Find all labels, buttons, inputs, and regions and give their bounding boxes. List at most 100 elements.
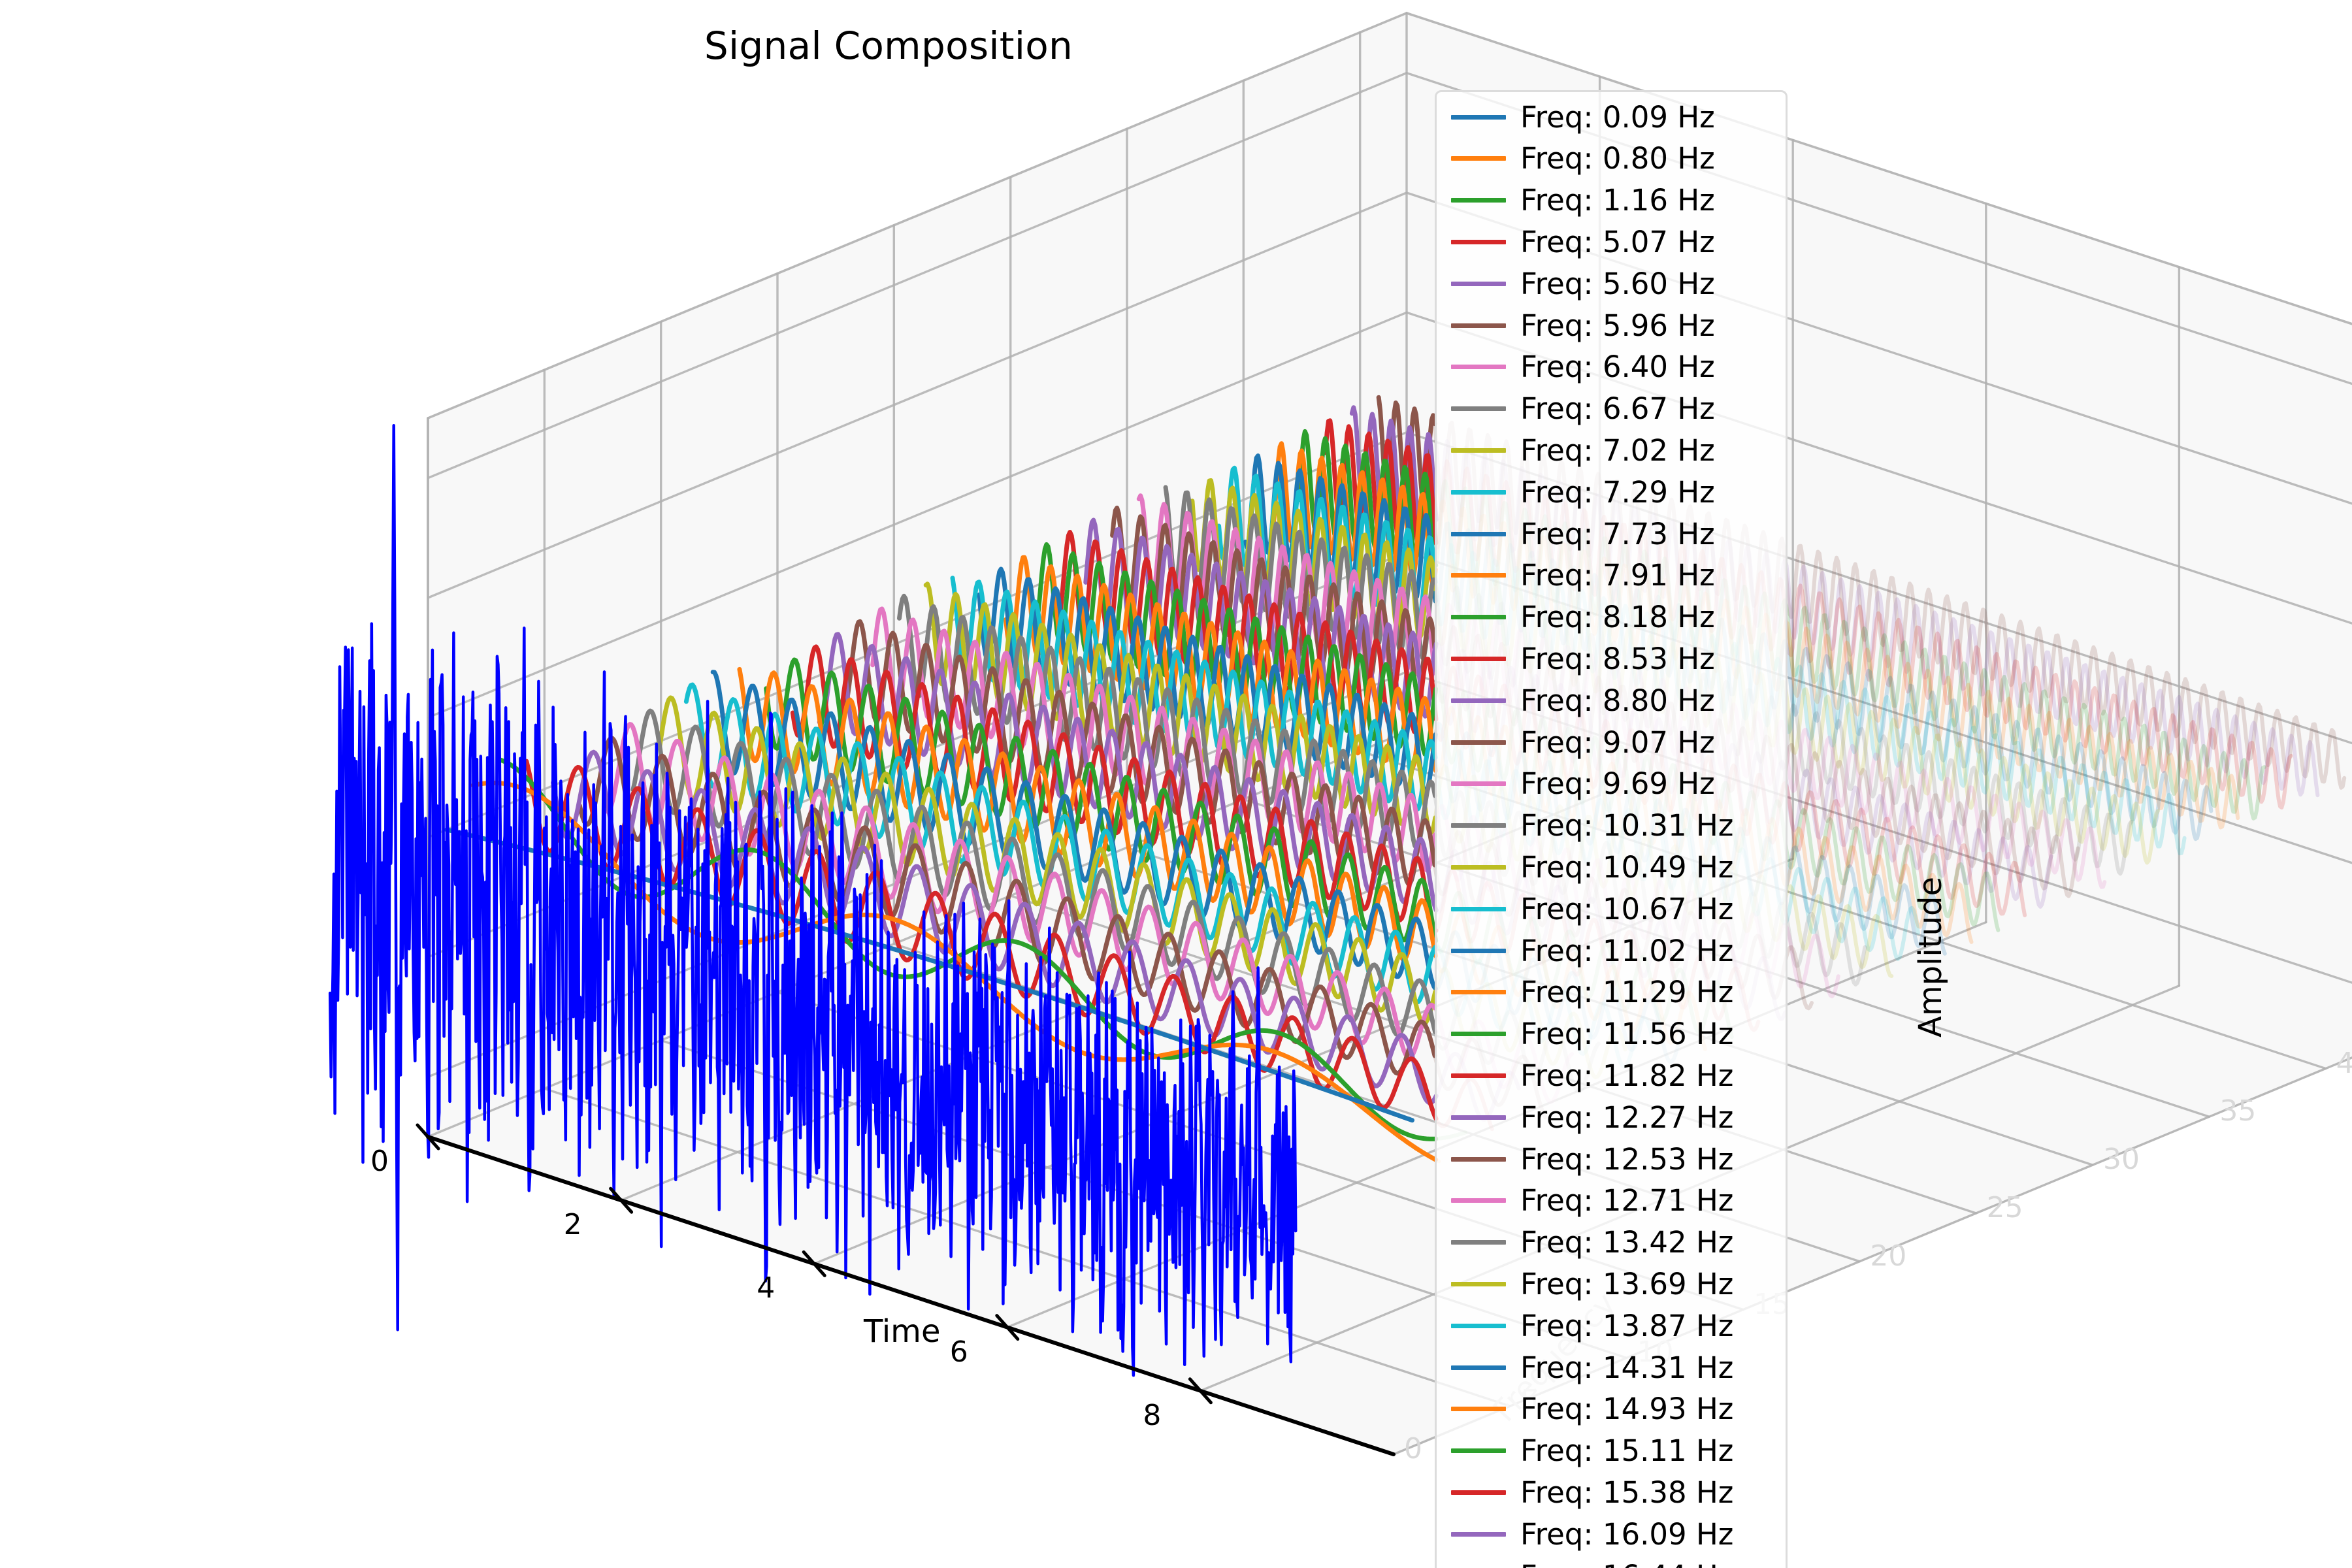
legend-item-label: Freq: 14.93 Hz xyxy=(1520,1392,1734,1427)
legend-item[interactable]: Freq: 1.16 Hz xyxy=(1437,180,1786,221)
legend-item[interactable]: Freq: 15.38 Hz xyxy=(1437,1471,1786,1513)
tick-x-front xyxy=(995,1314,1020,1341)
legend-item-label: Freq: 16.09 Hz xyxy=(1520,1516,1734,1552)
legend-color-swatch xyxy=(1451,1323,1506,1328)
legend-item[interactable]: Freq: 9.07 Hz xyxy=(1437,721,1786,763)
x-tick-label-8: 8 xyxy=(1143,1398,1162,1432)
legend-item[interactable]: Freq: 12.53 Hz xyxy=(1437,1138,1786,1180)
legend-item-label: Freq: 13.69 Hz xyxy=(1520,1266,1734,1301)
legend-item[interactable]: Freq: 11.02 Hz xyxy=(1437,930,1786,972)
legend-item-label: Freq: 10.67 Hz xyxy=(1520,891,1734,926)
legend-item-label: Freq: 5.96 Hz xyxy=(1520,308,1715,343)
legend-item-label: Freq: 7.02 Hz xyxy=(1520,433,1715,468)
legend-color-swatch xyxy=(1451,531,1506,536)
legend-item[interactable]: Freq: 11.82 Hz xyxy=(1437,1054,1786,1096)
legend-item[interactable]: Freq: 14.93 Hz xyxy=(1437,1388,1786,1430)
legend-item[interactable]: Freq: 12.27 Hz xyxy=(1437,1096,1786,1138)
legend-color-swatch xyxy=(1451,1407,1506,1412)
legend-item[interactable]: Freq: 13.69 Hz xyxy=(1437,1263,1786,1305)
legend-color-swatch xyxy=(1451,406,1506,412)
grid-wallx-z xyxy=(427,311,1408,719)
legend-item[interactable]: Freq: 6.40 Hz xyxy=(1437,346,1786,388)
legend-item[interactable]: Freq: 5.60 Hz xyxy=(1437,263,1786,304)
legend-item-label: Freq: 12.27 Hz xyxy=(1520,1100,1734,1135)
legend-color-swatch xyxy=(1451,448,1506,453)
y-tick-label-30: 30 xyxy=(2103,1143,2140,1177)
tick-x-front xyxy=(609,1186,634,1214)
legend-color-swatch xyxy=(1451,573,1506,578)
tick-x-front xyxy=(1188,1377,1213,1405)
y-tick-label-35: 35 xyxy=(2219,1094,2257,1128)
y-tick-label-0: 0 xyxy=(1404,1432,1422,1465)
legend-item-label: Freq: 10.49 Hz xyxy=(1520,849,1734,885)
sine-series-line xyxy=(1163,485,1437,661)
legend-item[interactable]: Freq: 7.73 Hz xyxy=(1437,513,1786,555)
sine-series-line xyxy=(1243,453,1438,604)
box-edge-top-back xyxy=(1405,12,2352,325)
legend-item[interactable]: Freq: 13.42 Hz xyxy=(1437,1222,1786,1264)
legend-item-label: Freq: 9.07 Hz xyxy=(1520,725,1715,760)
legend-color-swatch xyxy=(1451,114,1506,120)
legend-item[interactable]: Freq: 7.29 Hz xyxy=(1437,471,1786,513)
legend-item-label: Freq: 12.53 Hz xyxy=(1520,1141,1734,1177)
legend-item-label: Freq: 6.67 Hz xyxy=(1520,391,1715,427)
legend-item[interactable]: Freq: 8.53 Hz xyxy=(1437,638,1786,679)
tick-x-front xyxy=(802,1250,826,1277)
grid-wallx-z xyxy=(427,72,1408,480)
legend-color-swatch xyxy=(1451,1490,1506,1495)
legend-item-label: Freq: 7.73 Hz xyxy=(1520,516,1715,551)
legend-item-label: Freq: 13.42 Hz xyxy=(1520,1225,1734,1260)
sine-series-line xyxy=(683,682,1438,1005)
box-edge-top-left xyxy=(427,12,1408,419)
legend-color-swatch xyxy=(1451,1115,1506,1120)
legend-item[interactable]: Freq: 8.18 Hz xyxy=(1437,596,1786,638)
legend-item-label: Freq: 11.29 Hz xyxy=(1520,975,1734,1010)
grid-wallx-z xyxy=(427,191,1408,599)
legend-color-swatch xyxy=(1451,1198,1506,1203)
legend-item[interactable]: Freq: 6.67 Hz xyxy=(1437,388,1786,430)
y-tick-label-25: 25 xyxy=(1986,1190,2023,1224)
legend-color-swatch xyxy=(1451,781,1506,787)
legend-color-swatch xyxy=(1451,1032,1506,1037)
legend-item[interactable]: Freq: 10.49 Hz xyxy=(1437,846,1786,888)
legend-item-label: Freq: 6.40 Hz xyxy=(1520,350,1715,385)
sine-series-line xyxy=(1083,517,1439,719)
legend-item[interactable]: Freq: 9.69 Hz xyxy=(1437,763,1786,805)
legend-item-label: Freq: 13.87 Hz xyxy=(1520,1308,1734,1343)
x-tick-label-0: 0 xyxy=(370,1145,389,1178)
legend-item[interactable]: Freq: 10.31 Hz xyxy=(1437,805,1786,847)
composite-signal-line xyxy=(328,423,1298,1377)
x-tick-label-2: 2 xyxy=(563,1208,582,1242)
legend-item[interactable]: Freq: 16.09 Hz xyxy=(1437,1513,1786,1555)
sine-series-line xyxy=(843,619,1437,887)
legend-item[interactable]: Freq: 10.67 Hz xyxy=(1437,888,1786,930)
x-tick-label-4: 4 xyxy=(757,1271,776,1305)
legend-color-swatch xyxy=(1451,156,1506,161)
legend[interactable]: Freq: 0.09 Hz Freq: 0.80 Hz Freq: 1.16 Hz F… xyxy=(1435,90,1788,1568)
legend-item[interactable]: Freq: 14.31 Hz xyxy=(1437,1347,1786,1388)
page-title: Signal Composition xyxy=(704,24,1073,68)
legend-color-swatch xyxy=(1451,1365,1506,1370)
legend-item[interactable]: Freq: 5.07 Hz xyxy=(1437,221,1786,263)
legend-color-swatch xyxy=(1451,1073,1506,1078)
legend-item[interactable]: Freq: 15.11 Hz xyxy=(1437,1430,1786,1472)
legend-item[interactable]: Freq: 11.29 Hz xyxy=(1437,972,1786,1013)
legend-item[interactable]: Freq: 7.02 Hz xyxy=(1437,429,1786,471)
legend-item[interactable]: Freq: 8.80 Hz xyxy=(1437,679,1786,721)
legend-item[interactable]: Freq: 5.96 Hz xyxy=(1437,304,1786,346)
legend-color-swatch xyxy=(1451,698,1506,703)
legend-color-swatch xyxy=(1451,823,1506,828)
legend-item[interactable]: Freq: 13.87 Hz xyxy=(1437,1305,1786,1347)
legend-item[interactable]: Freq: 12.71 Hz xyxy=(1437,1180,1786,1222)
z-axis-label: Amplitude xyxy=(1912,877,1949,1037)
legend-item[interactable]: Freq: 0.09 Hz xyxy=(1437,96,1786,138)
legend-item-label: Freq: 11.02 Hz xyxy=(1520,933,1734,968)
legend-item[interactable]: Freq: 16.44 Hz xyxy=(1437,1555,1786,1568)
legend-color-swatch xyxy=(1451,1240,1506,1245)
x-axis-label: Time xyxy=(864,1313,941,1350)
legend-color-swatch xyxy=(1451,198,1506,203)
legend-item[interactable]: Freq: 0.80 Hz xyxy=(1437,138,1786,180)
legend-item[interactable]: Freq: 11.56 Hz xyxy=(1437,1013,1786,1055)
legend-item[interactable]: Freq: 7.91 Hz xyxy=(1437,555,1786,596)
legend-item-label: Freq: 15.38 Hz xyxy=(1520,1475,1734,1510)
